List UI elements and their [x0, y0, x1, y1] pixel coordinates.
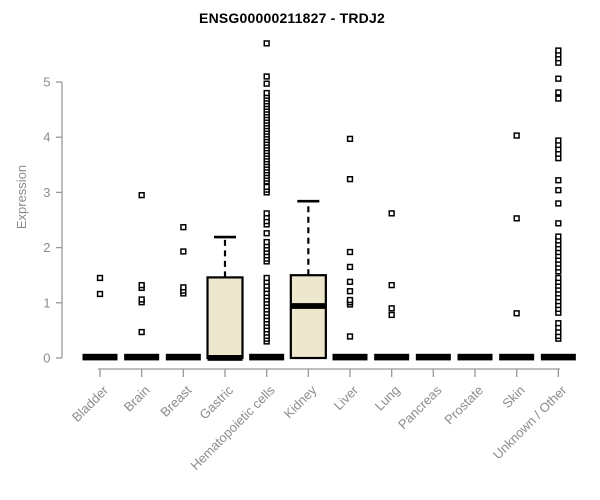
outlier-point: [555, 274, 562, 282]
outlier-point: [555, 95, 562, 102]
outlier-point: [138, 328, 145, 336]
outlier-point: [346, 288, 354, 295]
median-gastric: [207, 355, 243, 361]
y-tick-label: 3: [43, 185, 50, 200]
x-tick-label-bladder: Bladder: [69, 382, 112, 425]
x-tick-label-pancreas: Pancreas: [395, 382, 445, 432]
y-axis-label: Expression: [14, 164, 29, 230]
outlier-point: [263, 274, 270, 282]
x-tick-label-prostate: Prostate: [441, 383, 486, 428]
outlier-point: [346, 176, 354, 183]
outlier-point: [388, 281, 395, 289]
outlier-point: [555, 200, 562, 207]
outlier-point: [555, 137, 562, 144]
outlier-point: [96, 274, 104, 282]
x-tick-label-gastric: Gastric: [196, 382, 236, 422]
outlier-point: [180, 248, 187, 255]
y-tick-label: 2: [43, 240, 50, 255]
outlier-point: [513, 132, 520, 139]
outlier-point: [555, 233, 562, 240]
box-pancreas: [415, 353, 451, 361]
outlier-point: [346, 263, 354, 271]
box-lung: [374, 353, 410, 361]
y-tick-label: 4: [43, 130, 50, 145]
outlier-point: [180, 284, 187, 291]
box-brain: [124, 353, 160, 361]
y-tick-label: 0: [43, 351, 50, 366]
outlier-point: [263, 210, 270, 217]
outlier-point: [263, 80, 270, 87]
outlier-point: [346, 278, 354, 285]
box-liver: [332, 353, 368, 361]
x-tick-label-kidney: Kidney: [281, 382, 320, 421]
box-unknown-other: [540, 353, 576, 361]
outlier-point: [263, 183, 270, 191]
outlier-point: [263, 230, 270, 237]
chart-title: ENSG00000211827 - TRDJ2: [199, 10, 385, 26]
outlier-point: [388, 305, 395, 312]
outlier-point: [96, 290, 104, 298]
outlier-point: [346, 333, 354, 340]
outlier-point: [180, 224, 187, 231]
outlier-point: [263, 89, 270, 97]
box-kidney: [289, 274, 327, 360]
outlier-point: [138, 281, 145, 289]
box-breast: [165, 353, 201, 361]
outlier-point: [388, 210, 395, 217]
outlier-point: [555, 320, 562, 327]
outlier-point: [263, 40, 270, 47]
x-tick-label-unknown-other: Unknown / Other: [490, 382, 570, 462]
box-gastric: [206, 276, 244, 360]
box-skin: [499, 353, 535, 361]
outlier-point: [388, 311, 395, 319]
x-tick-label-breast: Breast: [157, 382, 194, 419]
outlier-point: [138, 296, 145, 303]
outlier-point: [138, 192, 145, 199]
x-tick-label-lung: Lung: [372, 383, 403, 414]
outlier-point: [263, 238, 270, 246]
outlier-point: [555, 47, 562, 54]
box-prostate: [457, 353, 493, 361]
box-hematopoietic-cells: [249, 353, 285, 361]
outlier-point: [346, 296, 354, 304]
outlier-point: [513, 310, 520, 317]
outlier-point: [263, 73, 270, 80]
x-tick-label-brain: Brain: [121, 383, 153, 415]
outlier-point: [555, 220, 562, 227]
outlier-point: [346, 248, 354, 256]
y-tick-label: 1: [43, 295, 50, 310]
outlier-point: [555, 75, 562, 82]
median-kidney: [290, 303, 326, 309]
outlier-point: [555, 177, 562, 184]
box-bladder: [82, 353, 118, 361]
outlier-point: [513, 215, 520, 222]
outlier-point: [346, 135, 354, 143]
x-tick-label-liver: Liver: [331, 382, 362, 413]
x-tick-label-skin: Skin: [499, 383, 527, 411]
y-tick-label: 5: [43, 75, 50, 90]
outlier-point: [555, 187, 562, 194]
outlier-point: [555, 89, 562, 96]
